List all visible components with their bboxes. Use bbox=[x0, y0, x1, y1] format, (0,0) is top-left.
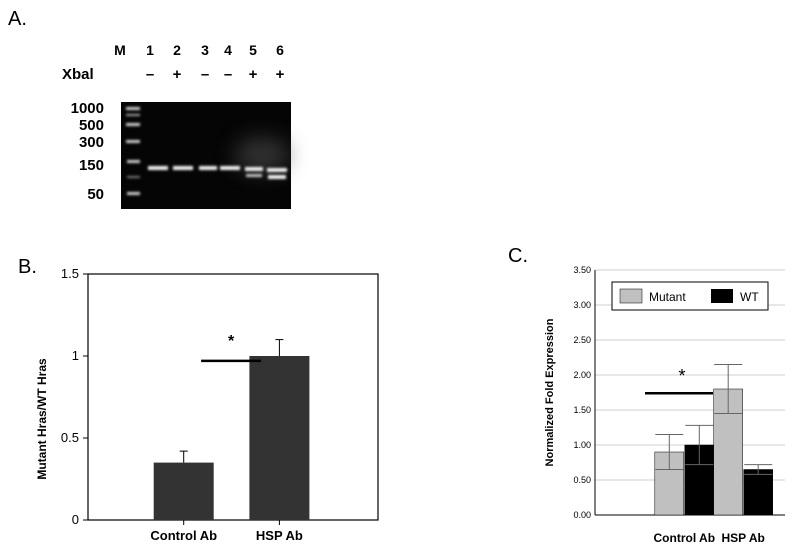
x-tick-b-label: Control Ab bbox=[150, 528, 217, 543]
lane-label-marker: M bbox=[114, 42, 126, 58]
significance-star-b: * bbox=[228, 333, 235, 350]
legend-label-wt: WT bbox=[740, 290, 759, 304]
y-tick-c-label: 1.00 bbox=[573, 440, 591, 450]
lane-label-4: 4 bbox=[224, 42, 232, 58]
panel-a-label: A. bbox=[8, 8, 27, 30]
lane-label-5: 5 bbox=[249, 42, 257, 58]
y-tick-c-label: 0.50 bbox=[573, 475, 591, 485]
legend-swatch-wt bbox=[711, 289, 733, 303]
legend-swatch-mutant bbox=[619, 288, 643, 304]
bar-c-1-1 bbox=[743, 469, 773, 516]
bar-b-0 bbox=[153, 462, 214, 520]
legend-label-mutant: Mutant bbox=[649, 290, 686, 304]
y-tick-c-label: 1.50 bbox=[573, 405, 591, 415]
xbal-lane-3: – bbox=[200, 66, 210, 83]
marker-size-500: 500 bbox=[78, 117, 104, 134]
marker-size-150: 150 bbox=[78, 157, 104, 174]
y-tick-c-label: 3.50 bbox=[573, 265, 591, 275]
lane-label-6: 6 bbox=[276, 42, 284, 58]
xbal-lane-6: + bbox=[275, 66, 285, 83]
lane-label-1: 1 bbox=[146, 42, 154, 58]
y-axis-label-c: Normalized Fold Expression bbox=[544, 318, 556, 466]
x-tick-b-label: HSP Ab bbox=[256, 528, 303, 543]
lane-label-2: 2 bbox=[173, 42, 181, 58]
x-tick-c-label: HSP Ab bbox=[722, 531, 765, 545]
y-tick-c-label: 2.50 bbox=[573, 335, 591, 345]
xbal-lane-1: – bbox=[145, 66, 155, 83]
y-tick-b-label: 0 bbox=[72, 512, 79, 527]
panel-c-label: C. bbox=[508, 245, 528, 267]
xbal-lane-4: – bbox=[223, 66, 233, 83]
y-tick-c-label: 2.00 bbox=[573, 370, 591, 380]
y-tick-b-label: 0.5 bbox=[61, 430, 79, 445]
y-tick-b-label: 1.5 bbox=[61, 266, 79, 281]
x-tick-c-label: Control Ab bbox=[654, 531, 716, 545]
bar-b-1 bbox=[249, 356, 310, 520]
marker-size-300: 300 bbox=[78, 134, 104, 151]
xbal-lane-5: + bbox=[248, 66, 258, 83]
y-tick-b-label: 1 bbox=[72, 348, 79, 363]
marker-size-50: 50 bbox=[87, 186, 104, 203]
y-tick-c-label: 0.00 bbox=[573, 510, 591, 520]
xbal-row-label: Xbal bbox=[62, 66, 94, 83]
plot-area-b bbox=[87, 273, 379, 521]
y-axis-label-b: Mutant Hras/WT Hras bbox=[35, 358, 49, 480]
xbal-lane-2: + bbox=[172, 66, 182, 83]
marker-size-1000: 1000 bbox=[70, 100, 104, 117]
panel-b-label: B. bbox=[18, 256, 37, 278]
y-tick-c-label: 3.00 bbox=[573, 300, 591, 310]
significance-star-c: * bbox=[678, 366, 685, 386]
lane-label-3: 3 bbox=[201, 42, 209, 58]
